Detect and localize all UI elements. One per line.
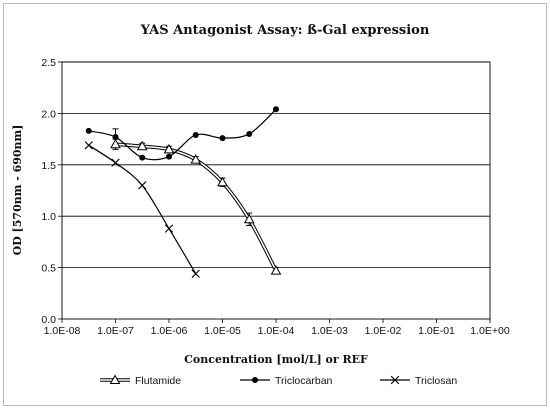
- x-tick-label: 1.0E-05: [204, 325, 241, 337]
- y-tick-label: 0.0: [41, 314, 56, 326]
- point-triclocarban: [112, 134, 119, 141]
- x-tick-label: 1.0E-01: [418, 325, 455, 337]
- y-tick-label: 2.0: [41, 108, 56, 120]
- x-axis-title: Concentration [mol/L] or REF: [184, 353, 368, 366]
- point-triclosan: [84, 141, 93, 150]
- legend-marker-flutamide: [109, 374, 121, 384]
- point-triclocarban: [166, 153, 172, 160]
- x-tick-label: 1.0E-02: [365, 325, 402, 337]
- x-tick-label: 1.0E-03: [311, 325, 348, 337]
- chart-frame: [3, 3, 547, 406]
- point-flutamide: [243, 213, 255, 224]
- point-triclocarban: [246, 130, 253, 137]
- point-triclosan: [111, 158, 120, 167]
- point-flutamide: [270, 265, 282, 275]
- y-tick-label: 2.5: [41, 57, 56, 69]
- point-flutamide: [190, 154, 202, 164]
- x-tick-label: 1.0E-07: [97, 325, 134, 337]
- point-flutamide: [163, 143, 175, 154]
- point-triclocarban: [273, 106, 279, 113]
- chart-title: YAS Antagonist Assay: ß-Gal expression: [140, 23, 430, 38]
- x-tick-label: 1.0E+00: [470, 325, 510, 337]
- point-triclosan: [191, 269, 200, 278]
- y-tick-label: 1.5: [41, 160, 56, 172]
- legend-label-triclocarban: Triclocarban: [275, 375, 333, 387]
- y-tick-label: 0.5: [41, 263, 56, 275]
- point-triclocarban: [139, 154, 146, 161]
- point-flutamide: [217, 176, 228, 187]
- point-triclosan: [138, 181, 147, 190]
- legend-marker-triclosan: [390, 375, 400, 385]
- point-triclocarban: [192, 131, 199, 138]
- tick-labels: 0.0 0.5 1.0 1.5 2.0 2.5 1.0E-08 1.0E-07 1.0E-06 1…: [41, 57, 509, 337]
- plot-area: [61, 61, 491, 320]
- legend-item-flutamide: Flutamide: [100, 374, 181, 387]
- point-triclosan: [164, 224, 174, 233]
- axes: [58, 61, 491, 323]
- point-triclocarban: [219, 135, 226, 142]
- grid: [62, 61, 490, 269]
- point-triclocarban: [85, 127, 92, 134]
- legend-label-triclosan: Triclosan: [415, 375, 457, 387]
- x-tick-label: 1.0E-04: [258, 325, 295, 337]
- point-flutamide: [136, 140, 148, 151]
- y-axis-title: OD [570nm - 690nm]: [11, 125, 24, 256]
- y-tick-label: 1.0: [41, 211, 56, 223]
- x-tick-label: 1.0E-08: [44, 325, 81, 337]
- legend-item-triclocarban: Triclocarban: [240, 375, 333, 387]
- point-flutamide: [110, 138, 121, 149]
- legend: Flutamide Triclocarban Triclosan: [100, 374, 457, 387]
- legend-label-flutamide: Flutamide: [135, 375, 181, 387]
- legend-item-triclosan: Triclosan: [380, 375, 457, 387]
- error-bars: [112, 128, 279, 275]
- data-markers: [84, 106, 282, 278]
- x-tick-label: 1.0E-06: [151, 325, 188, 337]
- legend-marker-triclocarban: [252, 377, 258, 383]
